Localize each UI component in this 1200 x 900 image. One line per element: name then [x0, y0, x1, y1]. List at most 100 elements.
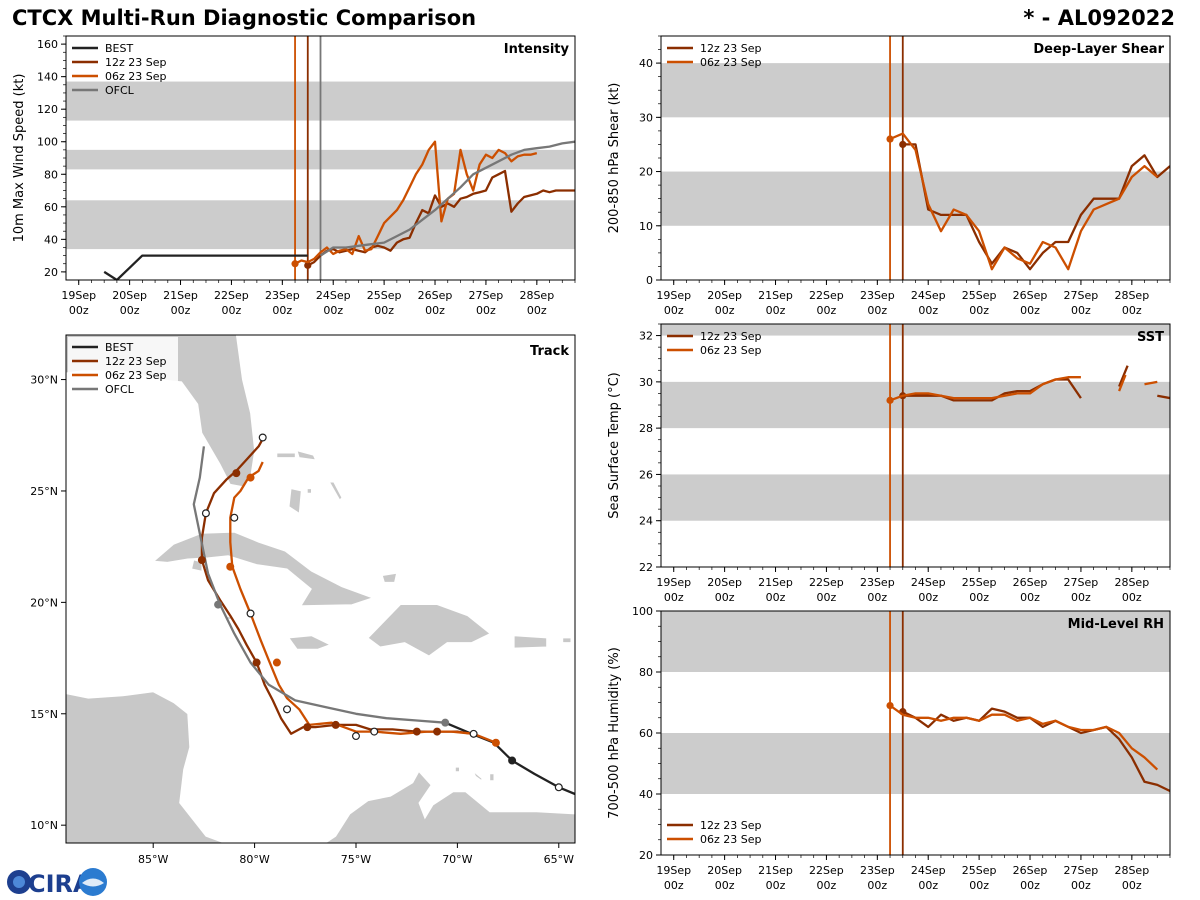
- track-point-12z: [370, 727, 379, 736]
- land-mass: [276, 452, 296, 458]
- y-tick-label: 100: [632, 605, 653, 618]
- legend-label: 12z 23 Sep: [700, 819, 762, 832]
- intensity-ylabel: 10m Max Wind Speed (kt): [12, 74, 27, 243]
- land-mass: [339, 521, 355, 534]
- legend-label: 06z 23 Sep: [105, 70, 167, 83]
- series-line: [889, 704, 1159, 771]
- x-tick-day: 27Sep: [1064, 289, 1099, 302]
- track-point-00z: [508, 756, 517, 765]
- x-tick-day: 19Sep: [656, 864, 691, 877]
- series-line: [294, 140, 538, 265]
- series-line: [103, 254, 308, 280]
- x-tick-day: 22Sep: [214, 289, 249, 302]
- cira-logo-cloud: [82, 878, 104, 887]
- x-tick-day: 27Sep: [1064, 864, 1099, 877]
- x-tick-hour: 00z: [171, 304, 191, 317]
- x-tick-day: 19Sep: [61, 289, 96, 302]
- x-tick-hour: 00z: [1071, 591, 1091, 604]
- y-tick-label: 0: [646, 274, 653, 287]
- legend-label: 12z 23 Sep: [700, 42, 762, 55]
- track-point-12z: [469, 729, 478, 738]
- x-tick-hour: 00z: [918, 879, 938, 892]
- x-tick-hour: 00z: [817, 304, 837, 317]
- track-point-12z: [351, 732, 360, 741]
- sst-plot-area: [661, 324, 1170, 567]
- x-tick-hour: 00z: [1122, 879, 1142, 892]
- x-tick-hour: 00z: [476, 304, 496, 317]
- series-line: [889, 132, 1159, 271]
- legend-label: 06z 23 Sep: [700, 344, 762, 357]
- land-mass: [381, 572, 398, 583]
- track-point-00z: [303, 723, 312, 732]
- x-tick-hour: 00z: [867, 304, 887, 317]
- legend-label: 06z 23 Sep: [700, 56, 762, 69]
- shear-title: Deep-Layer Shear: [1033, 42, 1164, 57]
- series-line: [902, 143, 1170, 271]
- threshold-band: [661, 324, 1170, 336]
- x-tick-day: 27Sep: [1064, 576, 1099, 589]
- track-point-00z: [433, 727, 442, 736]
- land-mass: [306, 488, 312, 494]
- x-tick-day: 20Sep: [707, 576, 742, 589]
- x-tick-hour: 00z: [867, 591, 887, 604]
- shear-panel: 0 10 20 30 40 19Sep 00z 20Sep 00z 21Sep 00z 22Sep 00…: [607, 35, 1171, 317]
- x-tick-hour: 00z: [664, 304, 684, 317]
- track-point-00z: [226, 562, 235, 571]
- x-tick-day: 25Sep: [962, 864, 997, 877]
- rh-plot-area: [661, 611, 1170, 855]
- track-line: [229, 461, 497, 744]
- y-tick-label: 40: [639, 788, 653, 801]
- track-point-00z: [252, 658, 261, 667]
- x-tick-hour: 00z: [715, 304, 735, 317]
- y-tick-label: 20: [44, 266, 58, 279]
- x-tick-day: 21Sep: [758, 576, 793, 589]
- track-point-00z: [197, 556, 206, 565]
- series-line: [1157, 394, 1170, 400]
- x-tick-day: 25Sep: [962, 576, 997, 589]
- series-line: [1118, 374, 1127, 392]
- page-title: CTCX Multi-Run Diagnostic Comparison: [12, 6, 477, 30]
- rh-ylabel: 700-500 hPa Humidity (%): [607, 647, 622, 819]
- series-line: [307, 169, 575, 267]
- threshold-band: [661, 733, 1170, 794]
- track-point-00z: [441, 718, 450, 727]
- x-tick-hour: 00z: [272, 304, 292, 317]
- series-line: [1144, 380, 1158, 386]
- threshold-band: [661, 171, 1170, 226]
- y-tick-label: 40: [44, 233, 58, 246]
- land-mass: [513, 635, 547, 649]
- intensity-panel: 20 40 60 80 100 120 140 160 19Sep 00z 20Sep 00z 21Se…: [12, 35, 576, 317]
- init-point: [886, 396, 894, 404]
- x-tick-day: 22Sep: [809, 864, 844, 877]
- x-tick-hour: 00z: [425, 304, 445, 317]
- lon-tick-label: 65°W: [544, 853, 574, 866]
- x-tick-day: 28Sep: [1114, 289, 1149, 302]
- x-tick-hour: 00z: [69, 304, 89, 317]
- x-tick-hour: 00z: [969, 879, 989, 892]
- sst-ylabel: Sea Surface Temp (°C): [607, 372, 622, 519]
- x-tick-hour: 00z: [867, 879, 887, 892]
- x-tick-day: 27Sep: [469, 289, 504, 302]
- x-tick-hour: 00z: [323, 304, 343, 317]
- y-tick-label: 80: [639, 666, 653, 679]
- x-tick-day: 21Sep: [758, 289, 793, 302]
- track-map-area: [66, 335, 575, 843]
- lat-tick-label: 10°N: [30, 819, 58, 832]
- land-mass: [288, 635, 331, 650]
- land-mass: [153, 531, 374, 607]
- init-point: [886, 701, 894, 710]
- init-point: [886, 135, 894, 143]
- x-tick-hour: 00z: [817, 591, 837, 604]
- land-mass: [562, 637, 572, 643]
- legend-label: 12z 23 Sep: [105, 56, 167, 69]
- x-tick-day: 20Sep: [707, 864, 742, 877]
- x-tick-hour: 00z: [664, 879, 684, 892]
- legend-label: BEST: [105, 341, 133, 354]
- x-tick-hour: 00z: [969, 304, 989, 317]
- lon-tick-label: 85°W: [138, 853, 168, 866]
- legend-label: OFCL: [105, 383, 135, 396]
- y-tick-label: 100: [37, 136, 58, 149]
- x-tick-day: 20Sep: [707, 289, 742, 302]
- x-tick-hour: 00z: [918, 591, 938, 604]
- land-mass: [328, 481, 343, 501]
